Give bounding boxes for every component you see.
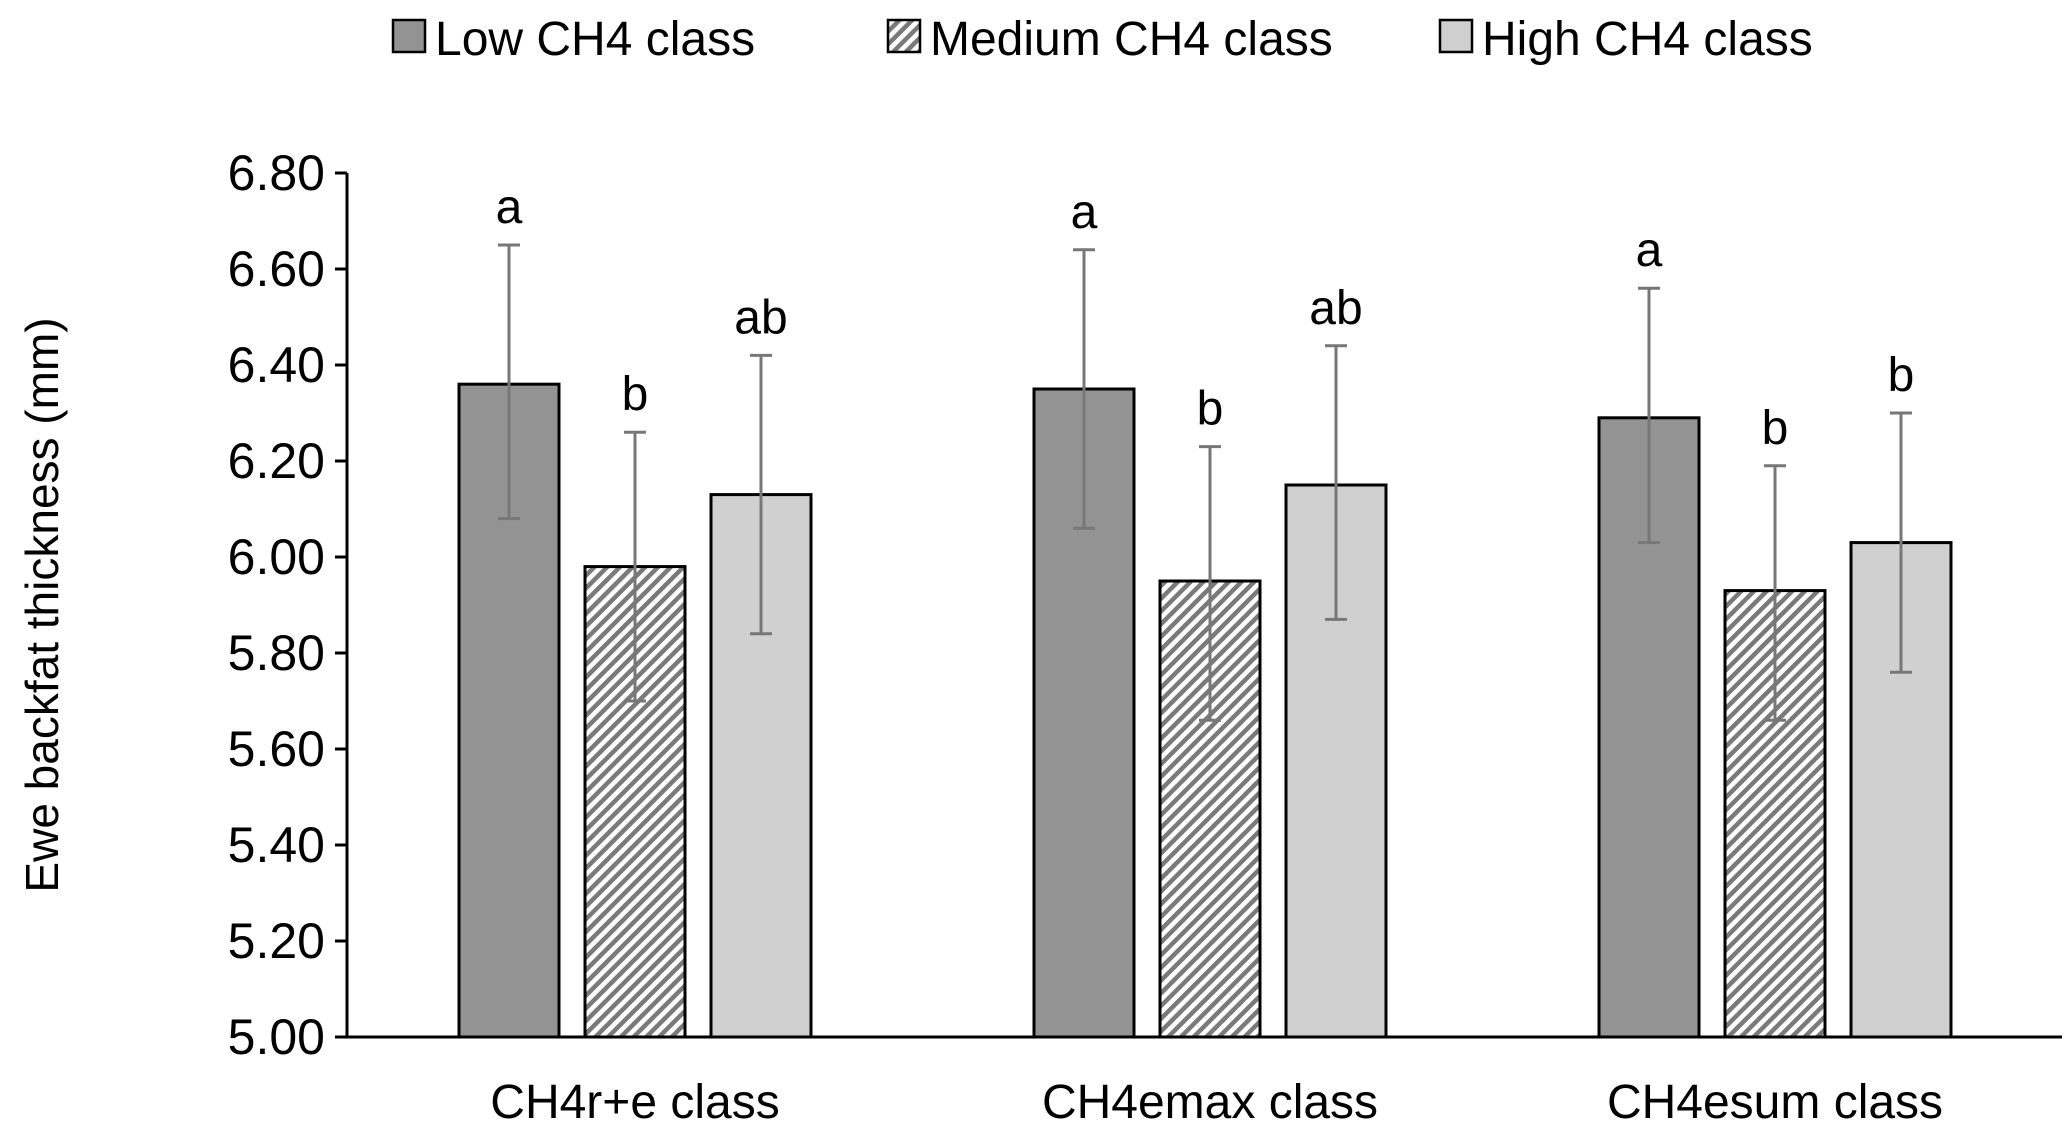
y-tick-label: 5.20 bbox=[228, 913, 325, 969]
y-tick-label: 5.60 bbox=[228, 721, 325, 777]
significance-letter: b bbox=[622, 368, 649, 421]
y-tick-label: 6.40 bbox=[228, 337, 325, 393]
significance-letter: ab bbox=[734, 291, 787, 344]
x-tick-label: CH4emax class bbox=[1042, 1076, 1378, 1129]
legend-swatch bbox=[886, 18, 922, 54]
y-tick-label: 5.00 bbox=[228, 1009, 325, 1065]
significance-letter: a bbox=[1071, 186, 1098, 239]
legend-swatch bbox=[1438, 18, 1474, 54]
significance-letter: b bbox=[1888, 349, 1915, 402]
y-tick-label: 6.60 bbox=[228, 241, 325, 297]
legend-label: Low CH4 class bbox=[435, 13, 755, 66]
significance-letter: b bbox=[1197, 383, 1224, 436]
significance-letter: b bbox=[1762, 402, 1789, 455]
y-tick-label: 5.40 bbox=[228, 817, 325, 873]
legend-label: High CH4 class bbox=[1482, 13, 1813, 66]
legend-swatch bbox=[391, 18, 427, 54]
legend: Low CH4 class Medium CH4 class High CH4 cl… bbox=[391, 13, 1813, 66]
x-tick-label: CH4esum class bbox=[1607, 1076, 1943, 1129]
significance-letter: ab bbox=[1309, 282, 1362, 335]
y-tick-label: 6.80 bbox=[228, 145, 325, 201]
significance-letter: a bbox=[496, 181, 523, 234]
y-tick-label: 6.20 bbox=[228, 433, 325, 489]
axes: 5.00 5.20 5.40 5.60 5.80 6.00 6.20 6.40 6.60 6.80… bbox=[228, 145, 2062, 1129]
legend-label: Medium CH4 class bbox=[930, 13, 1333, 66]
significance-letter: a bbox=[1636, 224, 1663, 277]
y-tick-label: 6.00 bbox=[228, 529, 325, 585]
x-tick-label: CH4r+e class bbox=[490, 1076, 779, 1129]
y-tick-label: 5.80 bbox=[228, 625, 325, 681]
y-axis-label: Ewe backfat thickness (mm) bbox=[16, 317, 68, 892]
